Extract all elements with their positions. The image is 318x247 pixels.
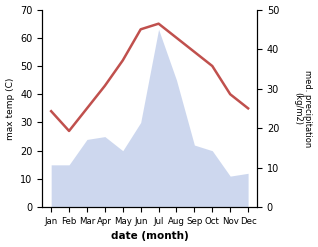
Y-axis label: med. precipitation
(kg/m2): med. precipitation (kg/m2)	[293, 70, 313, 147]
Y-axis label: max temp (C): max temp (C)	[5, 77, 15, 140]
X-axis label: date (month): date (month)	[111, 231, 189, 242]
